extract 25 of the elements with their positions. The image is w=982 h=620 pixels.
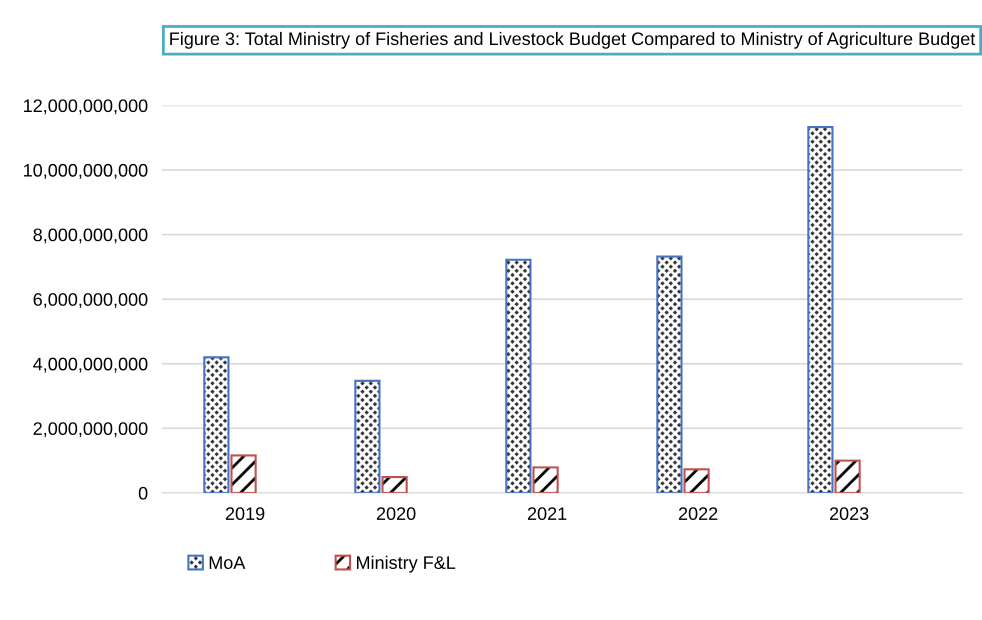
y-tick-label: 8,000,000,000 <box>33 228 148 244</box>
y-tick-label: 4,000,000,000 <box>33 358 148 373</box>
bar <box>381 476 408 493</box>
x-tick-label: 2020 <box>376 507 416 520</box>
legend-label: MoA <box>210 556 246 570</box>
bar <box>505 258 532 493</box>
y-tick-label: 0 <box>138 486 148 500</box>
bar <box>683 468 710 493</box>
x-tick-label: 2023 <box>830 507 868 520</box>
y-tick-label: 6,000,000,000 <box>34 293 148 308</box>
legend-label: Ministry F&L <box>356 556 456 573</box>
bar <box>656 255 683 493</box>
x-tick-label: 2022 <box>678 507 718 520</box>
bar <box>532 466 559 493</box>
bar <box>834 460 861 493</box>
y-tick-label: 10,000,000,000 <box>24 164 148 179</box>
bar <box>203 356 230 493</box>
chart-title: Figure 3: Total Ministry of Fisheries and Livestock Budget Compared to Ministry of Agriculture Budget <box>170 32 976 49</box>
x-tick-label: 2019 <box>226 507 264 520</box>
x-tick-label: 2021 <box>528 507 566 520</box>
bar <box>230 454 257 493</box>
bar <box>807 126 834 493</box>
y-tick-label: 2,000,000,000 <box>34 422 148 438</box>
bar <box>354 380 381 493</box>
y-tick-label: 12,000,000,000 <box>24 99 148 114</box>
